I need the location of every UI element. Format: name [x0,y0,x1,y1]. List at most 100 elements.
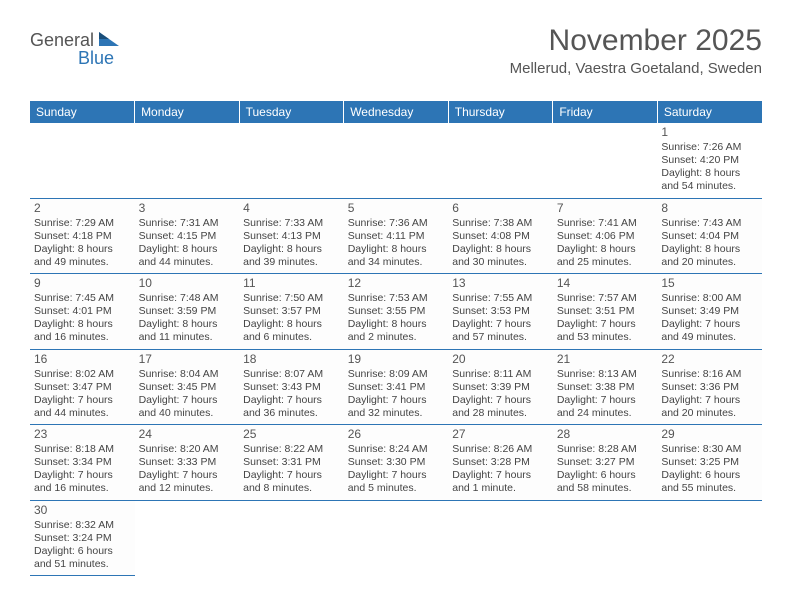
weekday-header: Sunday [30,101,135,123]
daylight-text: Daylight: 8 hours and 16 minutes. [34,318,131,344]
calendar-cell-empty [448,500,553,576]
sunset-text: Sunset: 4:11 PM [348,230,445,243]
calendar-cell: 5Sunrise: 7:36 AMSunset: 4:11 PMDaylight… [344,198,449,274]
calendar-cell-empty [239,123,344,198]
day-number: 28 [557,427,654,442]
daylight-text: Daylight: 7 hours and 32 minutes. [348,394,445,420]
day-number: 2 [34,201,131,216]
weekday-header: Wednesday [344,101,449,123]
day-number: 9 [34,276,131,291]
sunset-text: Sunset: 4:04 PM [661,230,758,243]
daylight-text: Daylight: 7 hours and 5 minutes. [348,469,445,495]
sunrise-text: Sunrise: 7:55 AM [452,292,549,305]
day-number: 18 [243,352,340,367]
sunrise-text: Sunrise: 8:02 AM [34,368,131,381]
day-number: 1 [661,125,758,140]
sunrise-text: Sunrise: 8:18 AM [34,443,131,456]
calendar-cell: 1Sunrise: 7:26 AMSunset: 4:20 PMDaylight… [657,123,762,198]
day-number: 22 [661,352,758,367]
day-number: 24 [139,427,236,442]
daylight-text: Daylight: 7 hours and 53 minutes. [557,318,654,344]
daylight-text: Daylight: 7 hours and 16 minutes. [34,469,131,495]
daylight-text: Daylight: 8 hours and 30 minutes. [452,243,549,269]
calendar-cell: 16Sunrise: 8:02 AMSunset: 3:47 PMDayligh… [30,349,135,425]
title-block: November 2025 Mellerud, Vaestra Goetalan… [510,24,762,83]
daylight-text: Daylight: 6 hours and 55 minutes. [661,469,758,495]
calendar-cell: 12Sunrise: 7:53 AMSunset: 3:55 PMDayligh… [344,274,449,350]
sunrise-text: Sunrise: 7:57 AM [557,292,654,305]
calendar-cell: 25Sunrise: 8:22 AMSunset: 3:31 PMDayligh… [239,425,344,501]
calendar-week-row: 30Sunrise: 8:32 AMSunset: 3:24 PMDayligh… [30,500,762,576]
daylight-text: Daylight: 7 hours and 28 minutes. [452,394,549,420]
sunset-text: Sunset: 3:25 PM [661,456,758,469]
day-number: 11 [243,276,340,291]
calendar-week-row: 9Sunrise: 7:45 AMSunset: 4:01 PMDaylight… [30,274,762,350]
sunset-text: Sunset: 3:24 PM [34,532,131,545]
calendar-body: 1Sunrise: 7:26 AMSunset: 4:20 PMDaylight… [30,123,762,576]
daylight-text: Daylight: 6 hours and 51 minutes. [34,545,131,571]
calendar-cell: 22Sunrise: 8:16 AMSunset: 3:36 PMDayligh… [657,349,762,425]
day-number: 6 [452,201,549,216]
weekday-header: Friday [553,101,658,123]
calendar-cell: 6Sunrise: 7:38 AMSunset: 4:08 PMDaylight… [448,198,553,274]
calendar-cell: 30Sunrise: 8:32 AMSunset: 3:24 PMDayligh… [30,500,135,576]
calendar-table: Sunday Monday Tuesday Wednesday Thursday… [30,101,762,576]
sunset-text: Sunset: 4:06 PM [557,230,654,243]
day-number: 29 [661,427,758,442]
sunset-text: Sunset: 3:36 PM [661,381,758,394]
calendar-cell: 15Sunrise: 8:00 AMSunset: 3:49 PMDayligh… [657,274,762,350]
calendar-cell: 20Sunrise: 8:11 AMSunset: 3:39 PMDayligh… [448,349,553,425]
location: Mellerud, Vaestra Goetaland, Sweden [510,60,762,77]
calendar-cell: 26Sunrise: 8:24 AMSunset: 3:30 PMDayligh… [344,425,449,501]
sunset-text: Sunset: 3:43 PM [243,381,340,394]
calendar-cell: 11Sunrise: 7:50 AMSunset: 3:57 PMDayligh… [239,274,344,350]
calendar-cell-empty [135,500,240,576]
daylight-text: Daylight: 8 hours and 25 minutes. [557,243,654,269]
sunset-text: Sunset: 3:27 PM [557,456,654,469]
sunset-text: Sunset: 4:20 PM [661,154,758,167]
calendar-cell: 8Sunrise: 7:43 AMSunset: 4:04 PMDaylight… [657,198,762,274]
daylight-text: Daylight: 6 hours and 58 minutes. [557,469,654,495]
day-number: 3 [139,201,236,216]
daylight-text: Daylight: 7 hours and 12 minutes. [139,469,236,495]
daylight-text: Daylight: 7 hours and 36 minutes. [243,394,340,420]
calendar-cell-empty [30,123,135,198]
sunset-text: Sunset: 3:53 PM [452,305,549,318]
sunset-text: Sunset: 3:45 PM [139,381,236,394]
sunset-text: Sunset: 3:47 PM [34,381,131,394]
calendar-cell: 21Sunrise: 8:13 AMSunset: 3:38 PMDayligh… [553,349,658,425]
daylight-text: Daylight: 8 hours and 39 minutes. [243,243,340,269]
weekday-header: Thursday [448,101,553,123]
sunrise-text: Sunrise: 8:22 AM [243,443,340,456]
sunrise-text: Sunrise: 8:16 AM [661,368,758,381]
calendar-week-row: 2Sunrise: 7:29 AMSunset: 4:18 PMDaylight… [30,198,762,274]
sunrise-text: Sunrise: 7:53 AM [348,292,445,305]
calendar-cell: 2Sunrise: 7:29 AMSunset: 4:18 PMDaylight… [30,198,135,274]
calendar-cell-empty [344,123,449,198]
calendar-week-row: 23Sunrise: 8:18 AMSunset: 3:34 PMDayligh… [30,425,762,501]
sunset-text: Sunset: 3:28 PM [452,456,549,469]
sunset-text: Sunset: 3:57 PM [243,305,340,318]
sunrise-text: Sunrise: 8:13 AM [557,368,654,381]
day-number: 25 [243,427,340,442]
daylight-text: Daylight: 7 hours and 40 minutes. [139,394,236,420]
sunrise-text: Sunrise: 8:24 AM [348,443,445,456]
sunset-text: Sunset: 4:13 PM [243,230,340,243]
day-number: 20 [452,352,549,367]
calendar-cell: 28Sunrise: 8:28 AMSunset: 3:27 PMDayligh… [553,425,658,501]
header: General November 2025 Mellerud, Vaestra … [30,24,762,83]
daylight-text: Daylight: 7 hours and 24 minutes. [557,394,654,420]
calendar-cell: 13Sunrise: 7:55 AMSunset: 3:53 PMDayligh… [448,274,553,350]
sunrise-text: Sunrise: 7:43 AM [661,217,758,230]
daylight-text: Daylight: 7 hours and 49 minutes. [661,318,758,344]
calendar-week-row: 1Sunrise: 7:26 AMSunset: 4:20 PMDaylight… [30,123,762,198]
calendar-cell: 23Sunrise: 8:18 AMSunset: 3:34 PMDayligh… [30,425,135,501]
day-number: 8 [661,201,758,216]
sunrise-text: Sunrise: 7:36 AM [348,217,445,230]
day-number: 17 [139,352,236,367]
day-number: 16 [34,352,131,367]
calendar-cell: 7Sunrise: 7:41 AMSunset: 4:06 PMDaylight… [553,198,658,274]
sunset-text: Sunset: 3:51 PM [557,305,654,318]
sunset-text: Sunset: 4:18 PM [34,230,131,243]
daylight-text: Daylight: 8 hours and 44 minutes. [139,243,236,269]
